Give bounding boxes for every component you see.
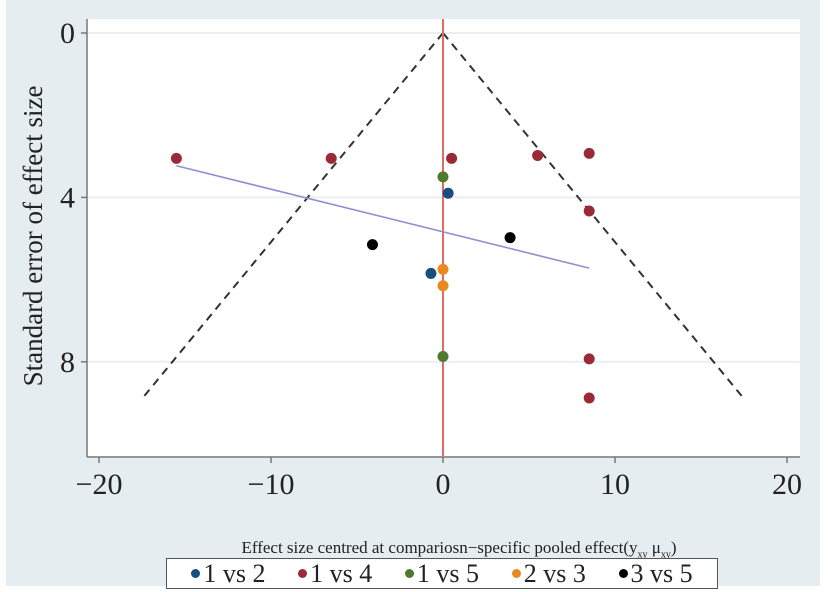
data-point xyxy=(366,239,378,251)
x-axis-title: Effect size centred at compariosn−specif… xyxy=(0,538,828,560)
data-point xyxy=(425,267,437,279)
legend-label: 1 vs 4 xyxy=(310,558,373,588)
data-point xyxy=(437,263,449,275)
legend-marker xyxy=(404,569,414,578)
x-axis-title-open: ( xyxy=(623,538,629,557)
data-point xyxy=(583,353,595,365)
regression-line xyxy=(176,164,590,269)
data-point xyxy=(583,205,595,217)
series-1-vs-4 xyxy=(170,147,595,404)
series-3-vs-5 xyxy=(366,232,516,251)
data-point xyxy=(437,350,449,362)
series-1-vs-2 xyxy=(425,187,454,279)
legend-item-2-vs-3: 2 vs 3 xyxy=(511,558,586,588)
x-axis-title-mu: μ xyxy=(651,538,661,557)
x-axis-title-close: ) xyxy=(670,538,677,557)
legend-label: 1 vs 5 xyxy=(416,558,480,588)
data-point xyxy=(583,147,595,159)
y-tick-label: 0 xyxy=(60,17,75,50)
data-point xyxy=(583,392,595,404)
legend-marker xyxy=(191,569,201,578)
y-tick-label: 4 xyxy=(60,181,75,214)
funnel-left-line xyxy=(141,32,444,400)
funnel-right-line xyxy=(442,32,745,400)
x-axis-title-mu-sub: xy xyxy=(660,549,671,561)
series-2-vs-3 xyxy=(437,263,449,292)
legend-marker xyxy=(511,569,521,578)
legend: 1 vs 2 1 vs 4 1 vs 5 2 vs 3 3 vs 5 xyxy=(166,558,718,589)
data-point xyxy=(170,152,182,164)
data-point xyxy=(532,149,544,161)
data-point xyxy=(437,171,449,183)
x-axis-title-y: y xyxy=(628,538,638,557)
data-point xyxy=(437,280,449,292)
x-tick-label: −20 xyxy=(76,468,123,501)
x-tick-label: 0 xyxy=(436,468,451,501)
x-axis-title-y-sub: xy xyxy=(637,549,648,561)
legend-item-1-vs-4: 1 vs 4 xyxy=(298,558,373,588)
y-axis-title: Standard error of effect size xyxy=(18,86,48,387)
legend-marker xyxy=(298,569,308,578)
x-tick-label: −10 xyxy=(248,468,295,501)
legend-item-1-vs-2: 1 vs 2 xyxy=(191,558,266,588)
x-tick-label: 20 xyxy=(772,468,802,501)
y-tick-label: 8 xyxy=(60,346,75,379)
legend-label: 1 vs 2 xyxy=(203,558,266,588)
data-point xyxy=(446,152,458,164)
x-tick-label: 10 xyxy=(600,468,630,501)
data-points xyxy=(170,147,595,404)
data-point xyxy=(504,232,516,244)
legend-label: 2 vs 3 xyxy=(523,558,586,588)
legend-item-3-vs-5: 3 vs 5 xyxy=(618,558,693,588)
chart-lines xyxy=(141,19,745,457)
legend-marker xyxy=(618,569,628,578)
legend-item-1-vs-5: 1 vs 5 xyxy=(404,558,480,588)
tick-labels: 0 4 8 −20 −10 0 10 20 xyxy=(60,17,802,501)
data-point xyxy=(442,187,454,199)
x-axis-title-text: Effect size centred at compariosn−specif… xyxy=(241,538,624,557)
legend-label: 3 vs 5 xyxy=(630,558,693,588)
data-point xyxy=(325,152,337,164)
series-1-vs-5 xyxy=(437,171,449,362)
